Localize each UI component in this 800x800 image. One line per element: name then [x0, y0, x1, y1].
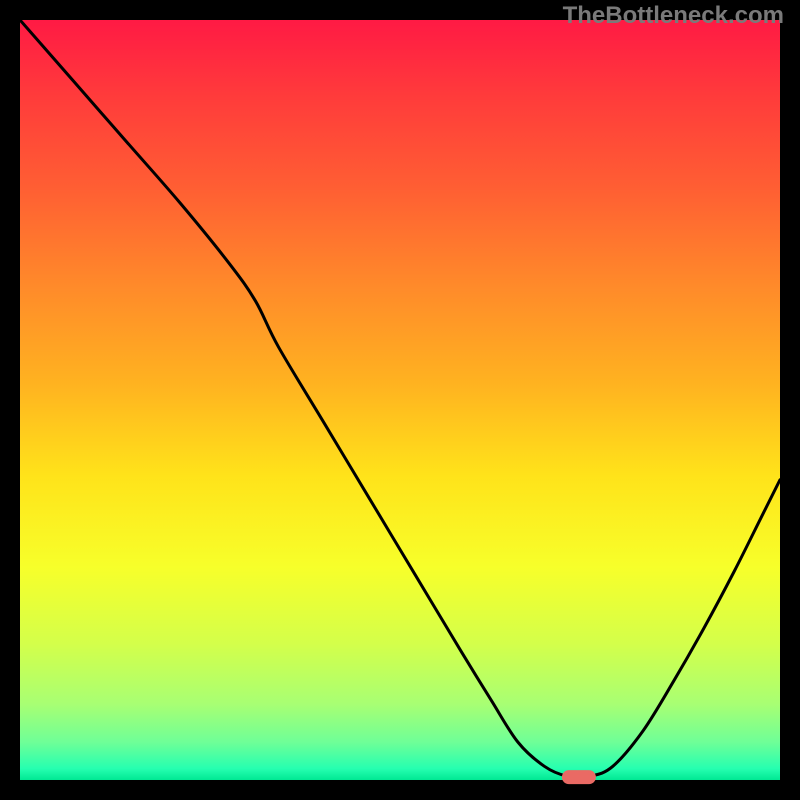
bottleneck-curve — [20, 20, 780, 780]
watermark-text: TheBottleneck.com — [563, 2, 784, 30]
plot-area — [20, 20, 780, 780]
chart-stage: TheBottleneck.com — [0, 0, 800, 800]
optimal-marker — [562, 770, 596, 784]
